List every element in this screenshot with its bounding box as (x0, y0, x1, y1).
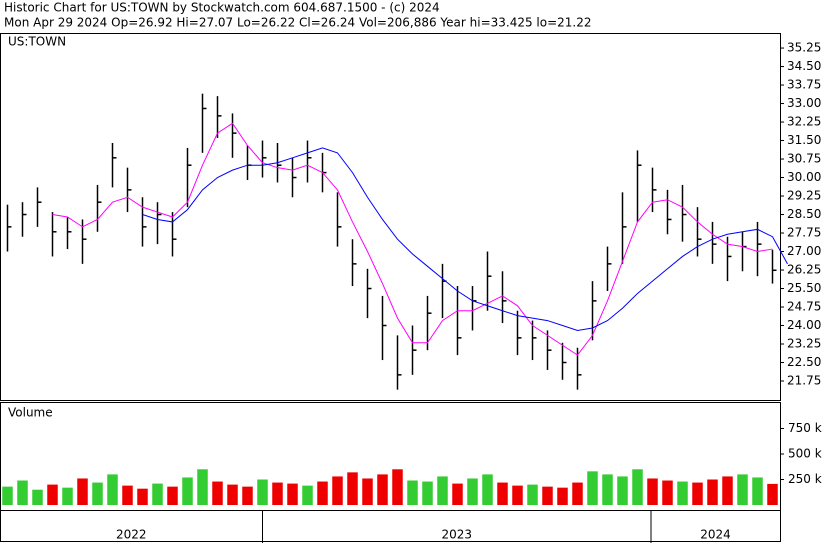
volume-bar (182, 477, 193, 505)
volume-bar (422, 481, 433, 505)
volume-bar (212, 481, 223, 505)
volume-bar (302, 485, 313, 505)
volume-bar (752, 477, 763, 505)
volume-bar (152, 483, 163, 505)
volume-bar (407, 480, 418, 505)
y-tick-label: 30.00 (787, 170, 821, 184)
volume-bar (722, 476, 733, 505)
x-tick-label: 2023 (441, 528, 472, 542)
volume-bar (467, 478, 478, 505)
volume-bar (512, 485, 523, 505)
y-tick-label: 27.00 (787, 244, 821, 258)
volume-bar (737, 474, 748, 505)
y2-tick-label: 500 k (788, 447, 822, 461)
y2-tick-label: 750 k (788, 421, 822, 435)
chart-subtitle: Mon Apr 29 2024 Op=26.92 Hi=27.07 Lo=26.… (4, 16, 592, 30)
y-tick-label: 28.50 (787, 207, 821, 221)
y-tick-label: 31.50 (787, 133, 821, 147)
y-tick-label: 34.50 (787, 59, 821, 73)
volume-label: Volume (8, 406, 53, 420)
y-tick-label: 35.25 (787, 41, 821, 55)
y-tick-label: 29.25 (787, 189, 821, 203)
volume-bar (452, 483, 463, 505)
moving-average (142, 147, 788, 331)
volume-bar (317, 481, 328, 505)
volume-bar (377, 474, 388, 505)
volume-bar (347, 472, 358, 505)
symbol-label: US:TOWN (8, 35, 66, 49)
volume-bar (632, 469, 643, 505)
y2-tick-label: 250 k (788, 472, 822, 486)
y-tick-label: 30.75 (787, 152, 821, 166)
volume-bar (662, 480, 673, 505)
volume-bar (107, 474, 118, 505)
volume-bar (242, 486, 253, 505)
volume-bar (362, 478, 373, 505)
volume-bar (692, 482, 703, 505)
volume-bar (557, 487, 568, 505)
volume-bar (227, 484, 238, 505)
y-tick-label: 22.50 (787, 355, 821, 369)
volume-bar (272, 482, 283, 505)
y-tick-label: 27.75 (787, 226, 821, 240)
volume-bar (527, 484, 538, 505)
volume-bar (677, 481, 688, 505)
volume-bar (32, 489, 43, 505)
volume-bar (287, 483, 298, 505)
volume-bar (167, 486, 178, 505)
x-tick-label: 2022 (116, 528, 147, 542)
volume-bar (482, 474, 493, 505)
volume-bar (77, 478, 88, 505)
volume-bar (62, 487, 73, 505)
y-tick-label: 21.75 (787, 374, 821, 388)
y-tick-label: 33.00 (787, 96, 821, 110)
volume-bar (587, 471, 598, 505)
volume-bar (617, 476, 628, 505)
y-tick-label: 33.75 (787, 78, 821, 92)
volume-bar (47, 484, 58, 505)
y-tick-label: 26.25 (787, 263, 821, 277)
volume-bar (2, 486, 13, 505)
volume-bar (197, 469, 208, 505)
y-tick-label: 25.50 (787, 281, 821, 295)
volume-bar (392, 469, 403, 505)
volume-bar (137, 488, 148, 505)
volume-bar (647, 478, 658, 505)
y-tick-label: 32.25 (787, 115, 821, 129)
volume-bar (707, 479, 718, 505)
price-panel (0, 33, 781, 401)
moving-average (52, 122, 773, 356)
volume-bar (602, 474, 613, 505)
y-tick-label: 23.25 (787, 337, 821, 351)
volume-bar (572, 482, 583, 505)
volume-bar (767, 483, 778, 505)
x-tick-label: 2024 (700, 528, 731, 542)
y-tick-label: 24.75 (787, 300, 821, 314)
volume-bar (497, 482, 508, 505)
volume-bar (122, 485, 133, 505)
volume-bar (17, 480, 28, 505)
volume-bar (92, 482, 103, 505)
volume-bar (257, 479, 268, 505)
y-tick-label: 24.00 (787, 318, 821, 332)
chart-title: Historic Chart for US:TOWN by Stockwatch… (4, 1, 440, 15)
volume-bar (437, 476, 448, 505)
volume-bar (332, 476, 343, 505)
volume-bar (542, 486, 553, 505)
date-strip (0, 510, 781, 542)
